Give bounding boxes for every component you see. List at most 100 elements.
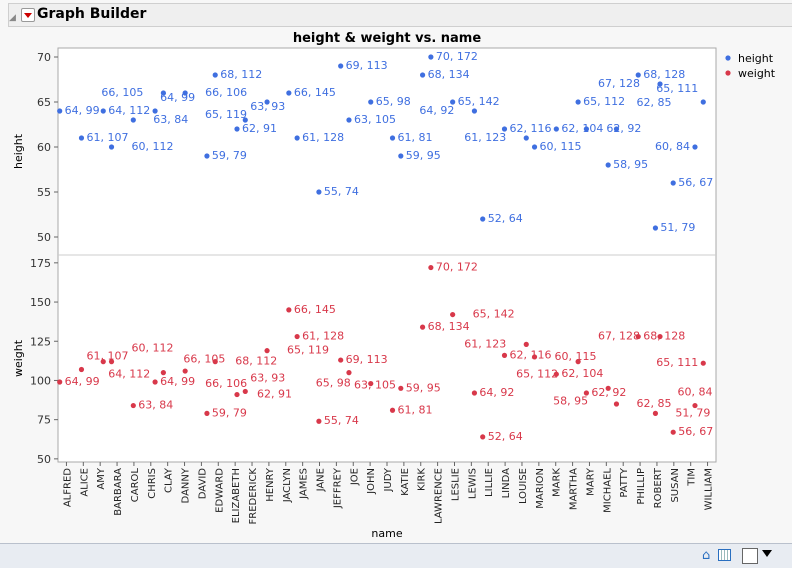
data-label: 68, 128: [643, 68, 685, 81]
data-point-weight: [501, 352, 508, 358]
data-point-weight: [605, 385, 611, 391]
data-point-weight: [613, 401, 620, 407]
data-label: 58, 95: [613, 158, 648, 171]
data-point-height: [480, 216, 486, 222]
x-tick-label: ROBERT: [653, 467, 664, 508]
data-point-height: [450, 99, 456, 105]
x-tick-label: KATIE: [400, 468, 411, 496]
selection-box[interactable]: [742, 548, 758, 564]
x-tick-label: CAROL: [130, 468, 141, 503]
data-label: 63, 105: [354, 113, 396, 126]
data-label: 69, 113: [346, 353, 388, 366]
collapse-triangle-icon[interactable]: ◢: [9, 13, 16, 23]
data-label: 65, 111: [656, 356, 698, 369]
data-label: 66, 105: [183, 353, 225, 366]
home-icon[interactable]: ⌂: [702, 548, 711, 563]
chart: height & weight vs. name 50 55 60 65 70 height…: [12, 31, 776, 540]
data-label: 64, 99: [65, 104, 100, 117]
data-label: 62, 104: [561, 367, 603, 380]
data-label: 55, 74: [324, 185, 359, 198]
data-table-icon[interactable]: [718, 549, 731, 561]
data-label: 60, 115: [555, 350, 597, 363]
data-label: 65, 112: [583, 95, 625, 108]
x-tick-label: LOUISE: [518, 468, 529, 504]
data-label: 55, 74: [324, 414, 359, 427]
data-point-height: [152, 108, 158, 114]
status-bar: ⌂: [0, 543, 792, 568]
data-label: 63, 84: [153, 113, 188, 126]
data-label: 61, 128: [302, 330, 344, 343]
data-label: 63, 93: [250, 371, 285, 384]
data-label: 62, 92: [606, 122, 641, 135]
data-point-height: [605, 162, 611, 168]
data-point-weight: [523, 341, 529, 347]
data-point-height: [635, 72, 641, 78]
y-tick-label: 75: [37, 414, 51, 427]
x-tick-label: ELIZABETH: [231, 468, 242, 523]
graph-builder-header: ◢ Graph Builder: [8, 3, 792, 27]
data-point-height: [700, 99, 706, 105]
data-label: 64, 99: [65, 375, 100, 388]
data-label: 68, 128: [643, 330, 685, 343]
data-point-weight: [398, 385, 404, 391]
legend-marker: [725, 70, 731, 76]
data-point-weight: [338, 357, 344, 363]
red-triangle-menu-icon[interactable]: [21, 8, 35, 22]
data-label: 51, 79: [660, 221, 695, 234]
data-label: 61, 81: [398, 403, 433, 416]
x-tick-label: DAVID: [197, 468, 208, 500]
y-axis-label: height: [12, 133, 25, 169]
data-point-height: [242, 117, 248, 123]
data-point-weight: [368, 380, 374, 387]
data-label: 65, 119: [287, 344, 329, 357]
data-point-weight: [419, 324, 426, 330]
data-point-height: [368, 99, 374, 105]
data-point-height: [419, 72, 426, 78]
data-point-height: [316, 189, 322, 195]
data-label: 63, 84: [138, 399, 173, 412]
data-point-height: [204, 153, 210, 159]
y-tick-label: 65: [37, 96, 51, 109]
data-label: 51, 79: [675, 406, 710, 419]
x-tick-label: LINDA: [501, 468, 512, 499]
data-label: 61, 123: [464, 337, 506, 350]
data-point-height: [657, 81, 663, 87]
data-label: 66, 105: [101, 86, 143, 99]
data-label: 60, 112: [132, 342, 174, 355]
x-tick-label: KIRK: [417, 468, 428, 491]
data-point-weight: [652, 410, 659, 416]
data-label: 66, 145: [294, 303, 336, 316]
x-tick-label: SUSAN: [670, 468, 681, 503]
data-point-weight: [234, 391, 240, 398]
data-point-weight: [152, 379, 158, 385]
data-label: 62, 116: [509, 348, 551, 361]
x-tick-label: LAWRENCE: [434, 468, 445, 524]
data-label: 62, 85: [636, 96, 671, 109]
data-label: 56, 67: [678, 176, 713, 189]
data-label: 70, 172: [436, 50, 478, 63]
data-point-height: [212, 72, 218, 78]
data-point-height: [160, 90, 166, 96]
x-tick-label: FREDERICK: [248, 468, 259, 525]
dropdown-arrow-icon[interactable]: [762, 550, 772, 557]
data-point-weight: [480, 434, 486, 440]
data-point-weight: [57, 379, 63, 385]
data-label: 65, 142: [473, 308, 515, 321]
data-label: 65, 98: [316, 377, 351, 390]
data-point-weight: [700, 360, 706, 366]
data-point-height: [692, 144, 698, 150]
x-axis-label: name: [371, 527, 402, 540]
data-point-height: [57, 108, 63, 114]
legend-label: height: [738, 52, 774, 65]
x-tick-label: JAMES: [299, 468, 310, 500]
data-point-weight: [531, 354, 538, 360]
data-point-weight: [160, 370, 166, 376]
x-tick-label: WILLIAM: [704, 468, 715, 510]
data-point-weight: [294, 333, 300, 340]
data-label: 62, 104: [561, 122, 603, 135]
data-point-height: [501, 126, 508, 132]
legend-label: weight: [738, 67, 776, 80]
data-label: 59, 95: [406, 381, 441, 394]
data-point-weight: [316, 418, 322, 424]
data-point-weight: [428, 264, 434, 271]
